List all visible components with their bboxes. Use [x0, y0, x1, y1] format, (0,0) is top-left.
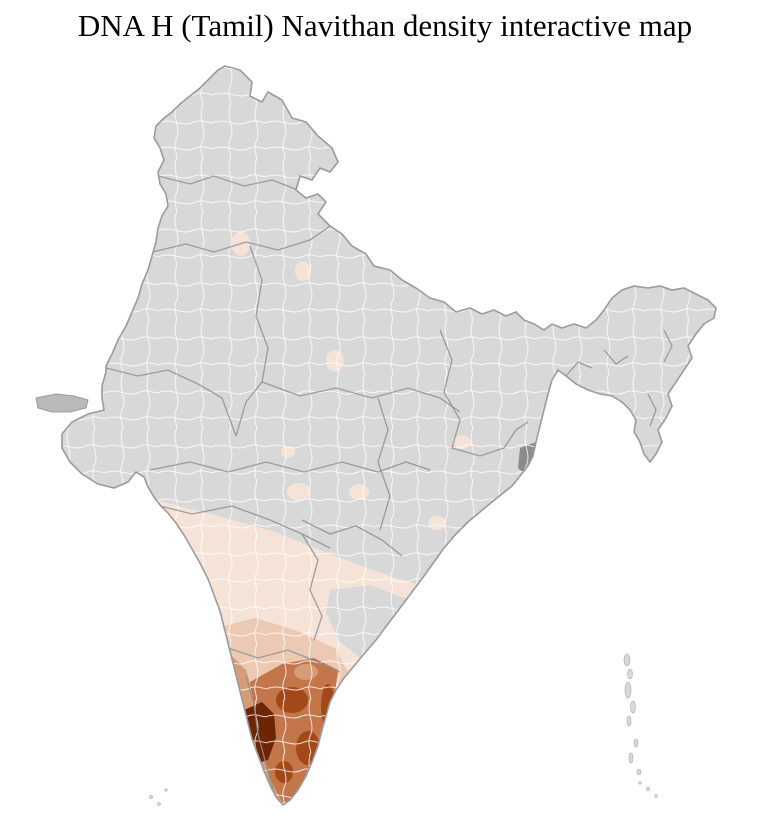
island[interactable]: [646, 787, 650, 791]
island[interactable]: [626, 715, 632, 727]
state-border: [301, 519, 403, 557]
state-border: [227, 647, 341, 673]
island[interactable]: [149, 795, 153, 799]
kutch-west-fragment[interactable]: [35, 393, 89, 413]
lakshadweep-islands[interactable]: [149, 788, 168, 806]
state-border: [439, 329, 529, 457]
state-border: [245, 675, 275, 793]
state-border: [105, 367, 237, 437]
state-border: [377, 397, 391, 531]
island[interactable]: [628, 752, 634, 764]
state-border: [151, 503, 331, 549]
island[interactable]: [624, 681, 632, 699]
state-borders: [105, 175, 673, 793]
state-border: [235, 245, 269, 437]
state-border: [157, 175, 299, 191]
island[interactable]: [633, 738, 639, 748]
state-border: [565, 329, 673, 427]
state-border: [301, 533, 323, 641]
island[interactable]: [636, 768, 642, 776]
andaman-nicobar-islands[interactable]: [623, 653, 658, 798]
island[interactable]: [157, 802, 161, 806]
page-title: DNA H (Tamil) Navithan density interacti…: [77, 8, 693, 43]
island[interactable]: [164, 788, 168, 792]
island[interactable]: [630, 700, 636, 714]
state-border: [149, 461, 431, 473]
state-border: [261, 381, 461, 413]
island[interactable]: [654, 794, 658, 798]
island[interactable]: [638, 781, 642, 785]
island[interactable]: [623, 653, 631, 667]
state-border: [151, 225, 331, 253]
island[interactable]: [627, 668, 633, 680]
